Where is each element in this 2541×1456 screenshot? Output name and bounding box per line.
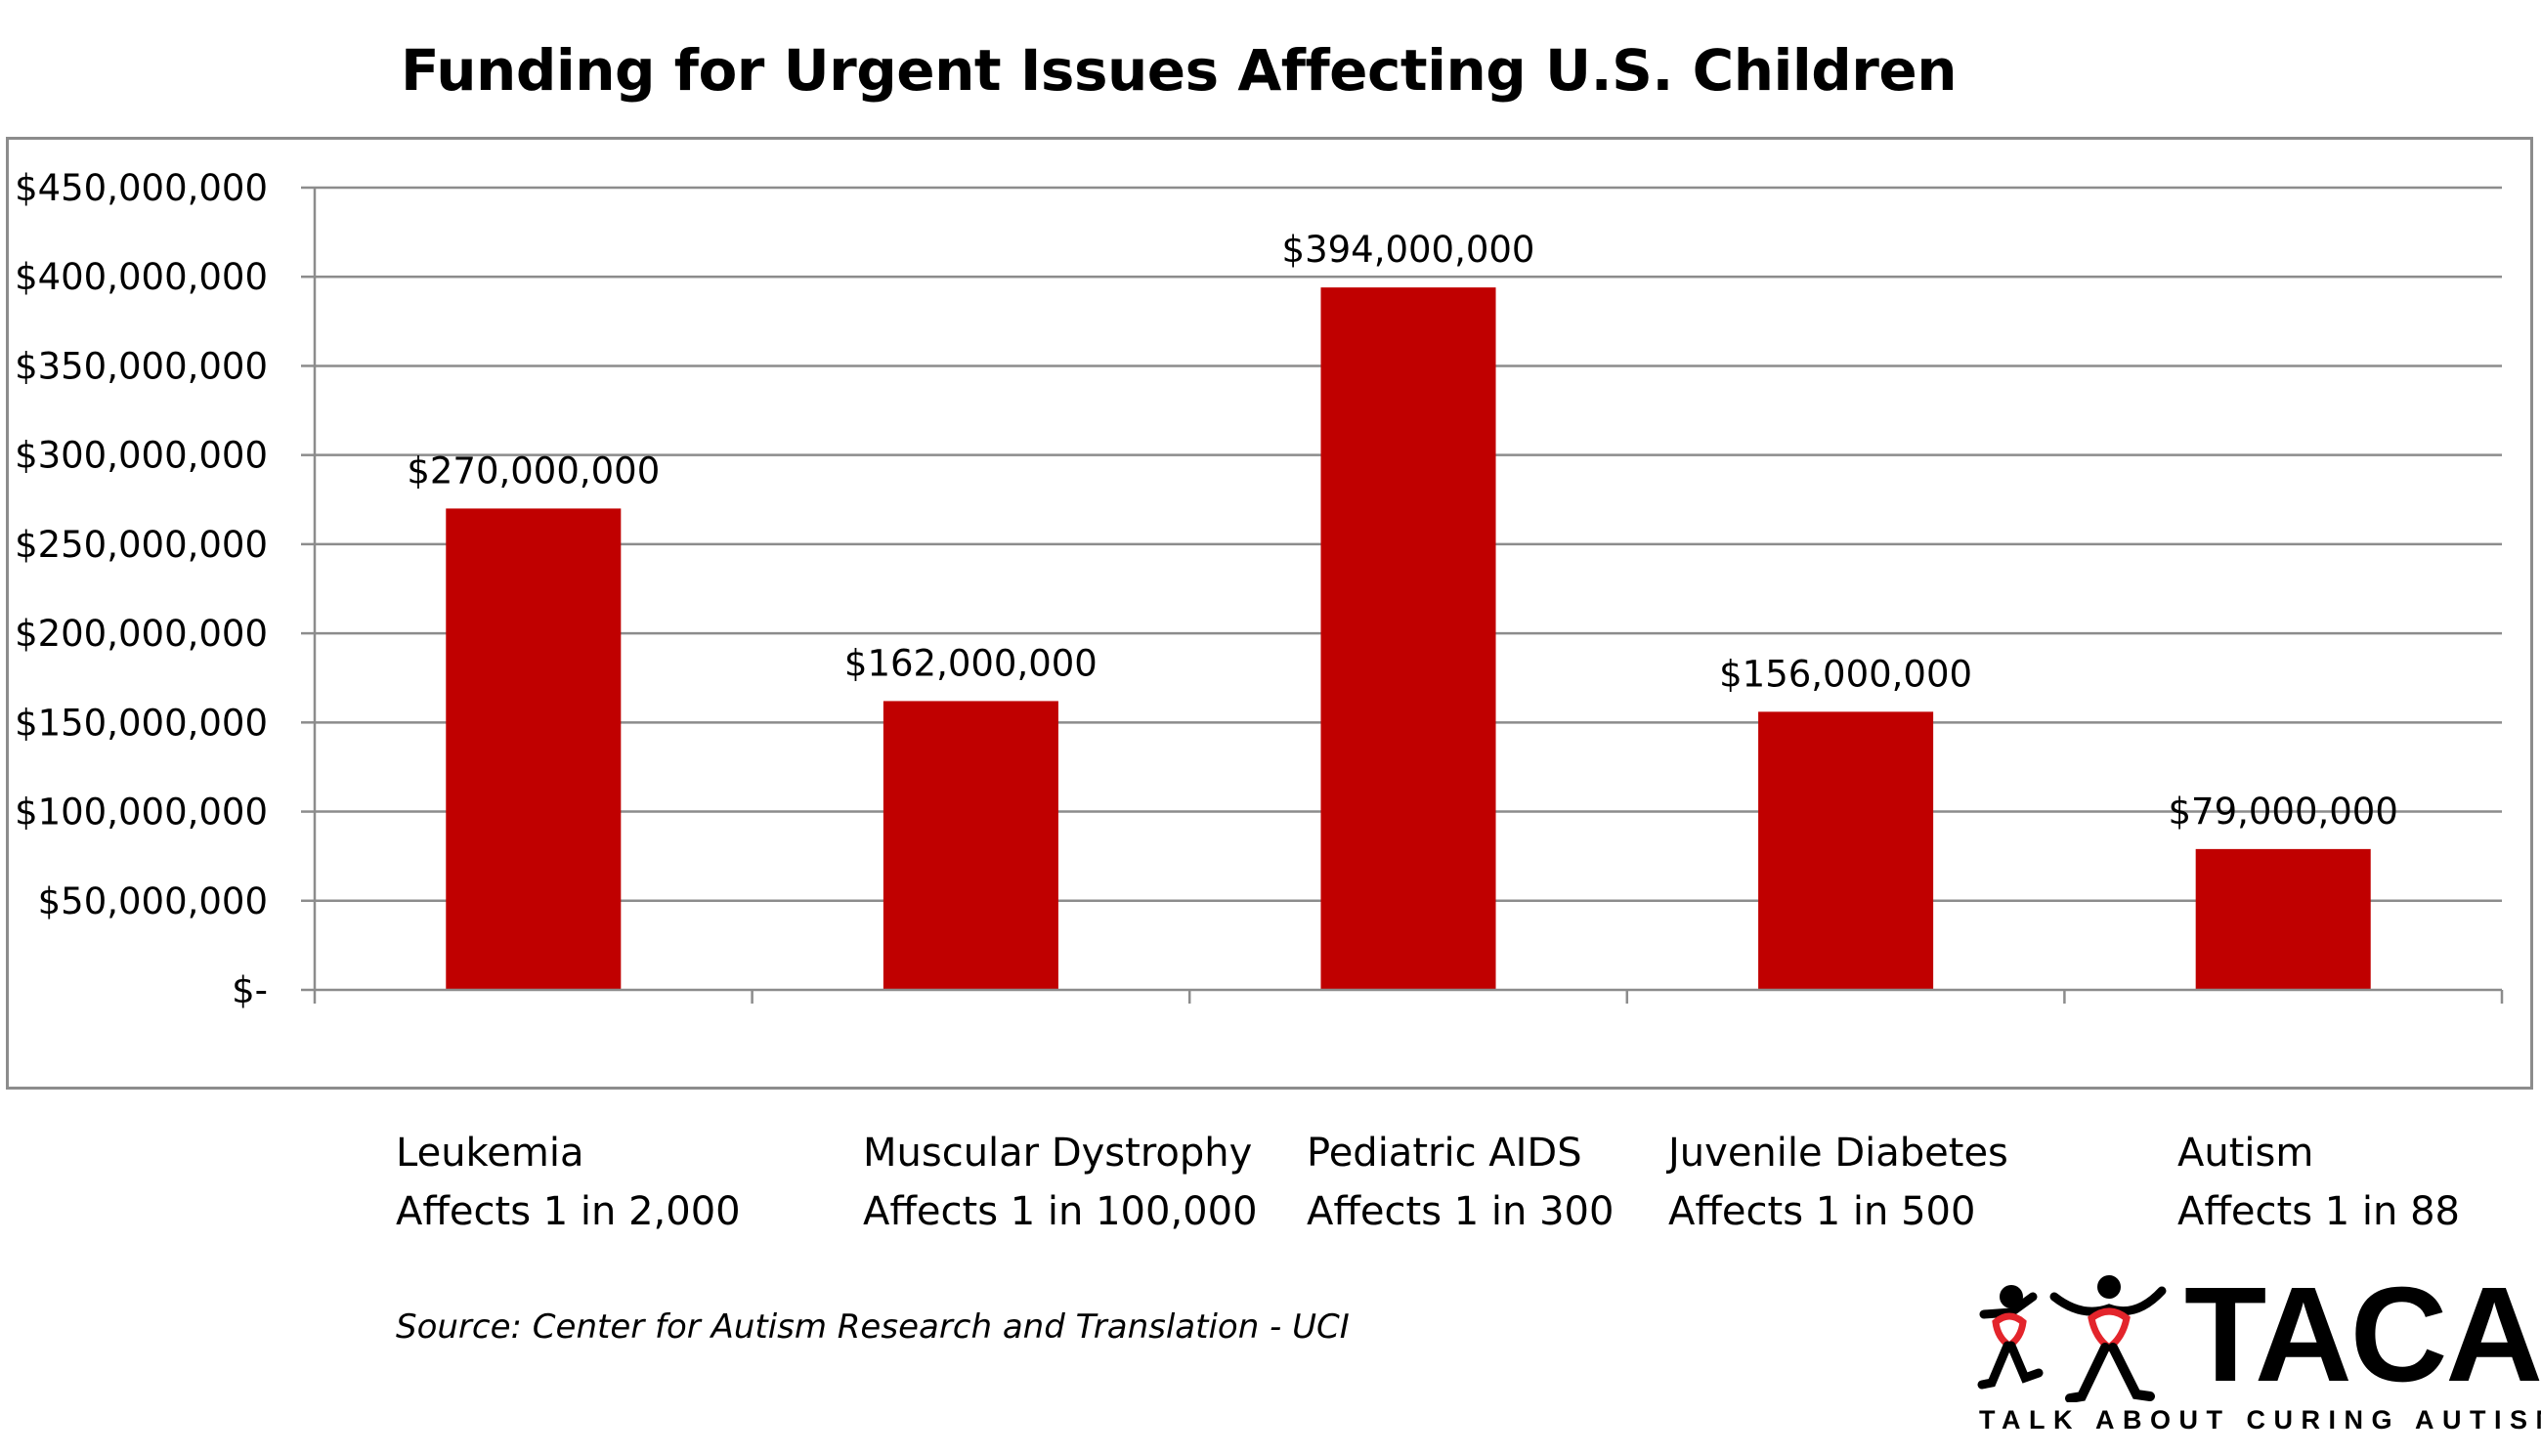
y-tick-label: $100,000,000 xyxy=(15,792,268,834)
category-prevalence: Affects 1 in 88 xyxy=(2177,1189,2461,1234)
category-label: Leukemia Affects 1 in 2,000 xyxy=(396,1124,741,1241)
category-name: Pediatric AIDS xyxy=(1307,1131,1582,1176)
bar xyxy=(1758,711,1934,990)
chart-frame xyxy=(6,137,2533,1090)
bar xyxy=(883,701,1058,990)
y-tick-label: $400,000,000 xyxy=(15,256,268,298)
taca-logo: TACA TALK ABOUT CURING AUTISM xyxy=(1974,1267,2541,1446)
logo-tagline: TALK ABOUT CURING AUTISM xyxy=(1979,1405,2541,1435)
data-label: $79,000,000 xyxy=(2169,791,2398,833)
bar xyxy=(2195,848,2371,990)
y-tick-label: $50,000,000 xyxy=(38,880,268,922)
category-prevalence: Affects 1 in 300 xyxy=(1307,1189,1615,1234)
y-axis-tick-labels: $- $50,000,000 $100,000,000 $150,000,000 $20… xyxy=(15,167,268,1011)
category-prevalence: Affects 1 in 100,000 xyxy=(863,1189,1258,1234)
category-name: Muscular Dystrophy xyxy=(863,1131,1253,1176)
data-labels: $270,000,000 $162,000,000 $394,000,000 $156… xyxy=(407,229,2398,833)
category-name: Autism xyxy=(2177,1131,2314,1176)
category-label: Autism Affects 1 in 88 xyxy=(2177,1124,2460,1241)
source-note: Source: Center for Autism Research and T… xyxy=(396,1307,1350,1347)
y-tick-label: $250,000,000 xyxy=(15,524,268,566)
y-tick-label: $150,000,000 xyxy=(15,702,268,744)
category-prevalence: Affects 1 in 500 xyxy=(1668,1189,1976,1234)
category-name: Juvenile Diabetes xyxy=(1668,1131,2008,1176)
category-label: Juvenile Diabetes Affects 1 in 500 xyxy=(1668,1124,2008,1241)
logo-wordmark: TACA xyxy=(2184,1260,2541,1410)
data-label: $156,000,000 xyxy=(1719,653,1972,695)
y-tick-label: $300,000,000 xyxy=(15,435,268,477)
plot-area: $- $50,000,000 $100,000,000 $150,000,000 $20… xyxy=(15,167,2504,1011)
y-tick-label: $200,000,000 xyxy=(15,613,268,655)
category-prevalence: Affects 1 in 2,000 xyxy=(396,1189,741,1234)
y-tick-label: $350,000,000 xyxy=(15,345,268,387)
data-label: $394,000,000 xyxy=(1282,229,1535,271)
data-label: $270,000,000 xyxy=(407,450,660,492)
category-name: Leukemia xyxy=(396,1131,584,1176)
y-tick-label: $- xyxy=(232,969,268,1011)
x-axis xyxy=(313,188,2504,1004)
bar xyxy=(1320,287,1496,990)
y-tick-label: $450,000,000 xyxy=(15,167,268,209)
category-label: Muscular Dystrophy Affects 1 in 100,000 xyxy=(863,1124,1258,1241)
bar xyxy=(446,508,622,990)
chart-title: Funding for Urgent Issues Affecting U.S.… xyxy=(401,37,1958,104)
category-label: Pediatric AIDS Affects 1 in 300 xyxy=(1307,1124,1614,1241)
bars xyxy=(446,287,2371,990)
figures-icon xyxy=(1977,1275,2167,1403)
data-label: $162,000,000 xyxy=(844,642,1098,684)
